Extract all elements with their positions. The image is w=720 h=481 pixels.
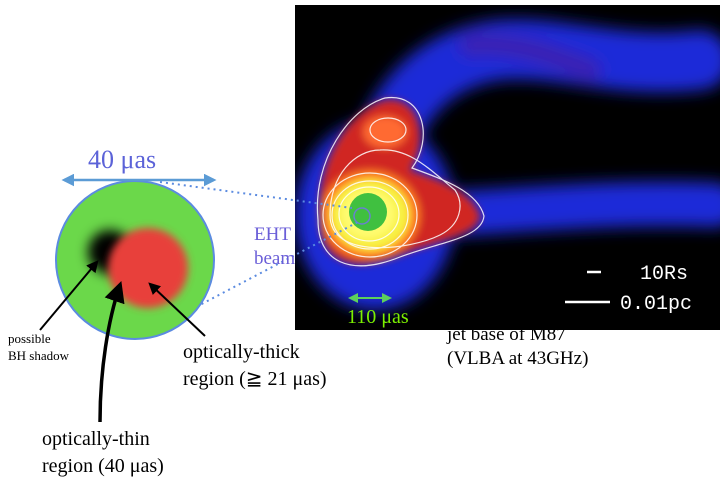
model-disc (55, 180, 215, 340)
scale-bar-label: 10Rs (640, 263, 688, 286)
beam-label: beam (254, 248, 295, 269)
core-size-label: 110 μas (347, 306, 409, 328)
disc-size-label: 40 μas (88, 145, 156, 174)
thin-label: region (40 μas) (42, 455, 164, 477)
vlba-image: 10Rs 0.01pc 110 μas (295, 5, 720, 330)
caption: jet base of M87 (446, 324, 566, 345)
thin-label: optically-thin (42, 428, 150, 450)
thick-label: region (≧ 21 μas) (183, 368, 327, 390)
scale-bar-label: 0.01pc (620, 293, 692, 316)
caption: (VLBA at 43GHz) (447, 348, 588, 369)
shadow-label: BH shadow (8, 348, 70, 363)
beam-label: EHT (254, 224, 291, 245)
shadow-label: possible (8, 331, 51, 346)
thick-label: optically-thick (183, 341, 300, 363)
